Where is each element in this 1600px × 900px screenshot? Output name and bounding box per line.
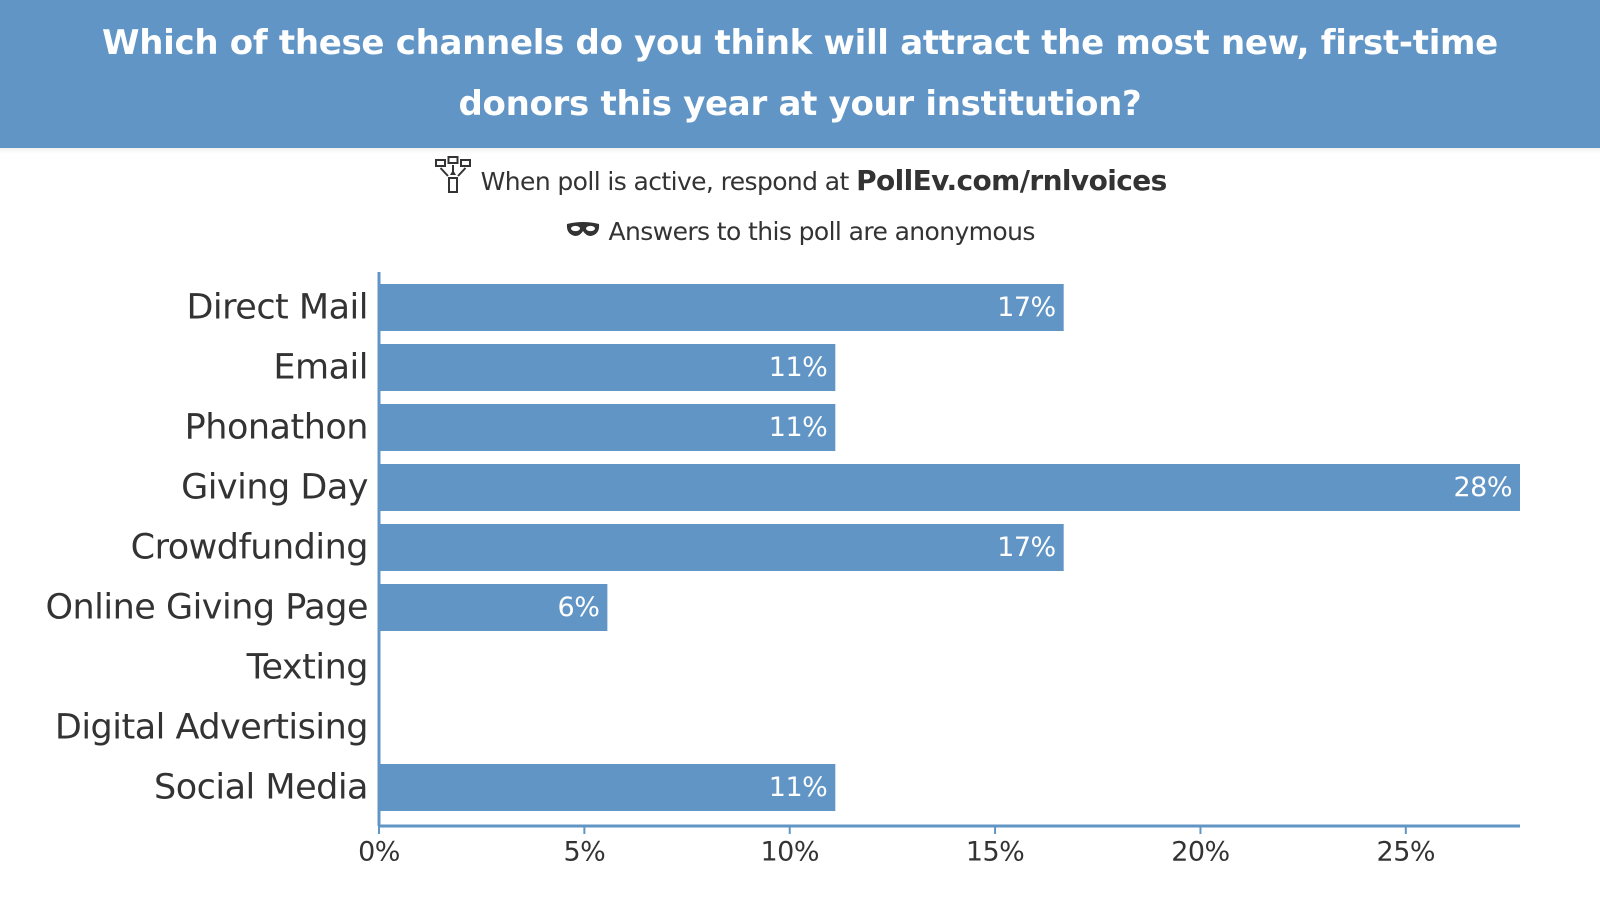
devices-icon <box>433 156 473 210</box>
x-tick-label-15: 15% <box>966 837 1025 868</box>
poll-question: Which of these channels do you think wil… <box>102 23 1498 124</box>
anonymous-notice: Answers to this poll are anonymous <box>0 212 1600 252</box>
category-label-giving-day: Giving Day <box>181 468 368 508</box>
category-label-digital-advertising: Digital Advertising <box>55 708 368 748</box>
mask-icon <box>565 213 601 253</box>
value-label-crowdfunding: 17% <box>997 532 1056 563</box>
category-label-crowdfunding: Crowdfunding <box>131 528 368 568</box>
category-label-email: Email <box>273 348 368 388</box>
respond-url[interactable]: PollEv.com/rnlvoices <box>856 164 1167 197</box>
category-label-direct-mail: Direct Mail <box>186 288 368 328</box>
x-tick-label-20: 20% <box>1171 837 1230 868</box>
x-tick-label-25: 25% <box>1377 837 1436 868</box>
category-labels-group: Direct Mail Email Phonathon Giving Day Crowd… <box>45 288 368 808</box>
value-label-phonathon: 11% <box>769 412 828 443</box>
bars-group: 17% 11% 11% 28% 17% 6% 11% <box>379 284 1520 811</box>
x-tick-label-0: 0% <box>358 837 400 868</box>
category-label-texting: Texting <box>246 648 368 688</box>
bar-direct-mail <box>379 284 1064 331</box>
anonymous-text: Answers to this poll are anonymous <box>608 217 1036 246</box>
x-tick-label-5: 5% <box>563 837 605 868</box>
category-label-social-media: Social Media <box>154 768 368 808</box>
axes-group: 0% 5% 10% 15% 20% 25% <box>358 272 1520 868</box>
bar-online-giving-page <box>379 584 608 631</box>
bar-crowdfunding <box>379 524 1064 571</box>
respond-instructions: When poll is active, respond at PollEv.c… <box>0 156 1600 200</box>
value-label-email: 11% <box>769 352 828 383</box>
bar-social-media <box>379 764 836 811</box>
respond-prefix-text: When poll is active, respond at <box>480 167 850 196</box>
category-label-online-giving-page: Online Giving Page <box>45 588 368 628</box>
value-label-social-media: 11% <box>769 772 828 803</box>
bar-phonathon <box>379 404 836 451</box>
category-label-phonathon: Phonathon <box>185 408 368 448</box>
header-divider <box>0 148 1600 154</box>
header-banner: Which of these channels do you think wil… <box>0 0 1600 148</box>
bar-giving-day <box>379 464 1520 511</box>
value-label-online-giving-page: 6% <box>558 592 600 623</box>
value-label-giving-day: 28% <box>1453 472 1512 503</box>
bar-email <box>379 344 836 391</box>
x-tick-label-10: 10% <box>760 837 819 868</box>
value-label-direct-mail: 17% <box>997 292 1056 323</box>
